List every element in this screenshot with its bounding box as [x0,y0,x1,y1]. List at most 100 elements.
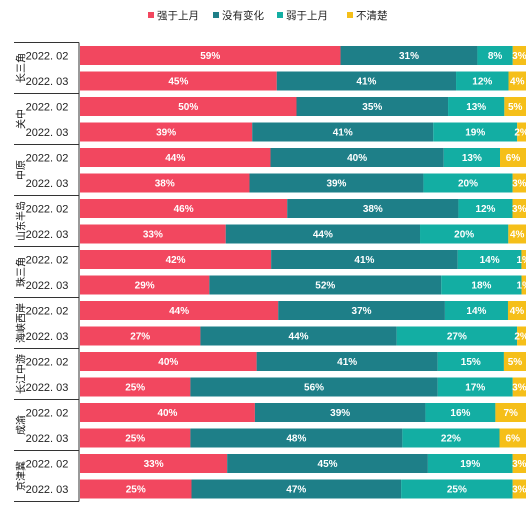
bar-segment [512,479,526,499]
bar-segment [191,479,402,499]
bar-segment [457,250,522,269]
bar-segment [340,46,478,65]
bar-segment [190,428,403,448]
tick-label: 2022. 03 [26,229,69,241]
bar-segment [521,275,526,295]
bar-segment [448,97,505,116]
bar-segment [420,224,509,244]
data-label: 2% [514,128,529,139]
data-label: 42% [166,255,186,266]
legend-swatch [347,12,353,18]
bar-segment [444,301,508,320]
data-label: 14% [466,306,486,317]
bar-segment [508,71,526,91]
legend-swatch [277,12,283,18]
group-label: 京津冀 [15,461,28,491]
tick-label: 2022. 03 [26,484,69,496]
bar-segment [433,122,518,142]
tick-label: 2022. 03 [26,178,69,190]
bar-segment [80,403,255,422]
bar-segment [80,326,201,346]
bar-segment [80,352,257,371]
tick-label: 2022. 02 [26,357,69,369]
bar-segment [427,454,513,473]
bar-segment [80,148,271,167]
bar-segment [278,301,445,320]
data-label: 50% [178,102,198,113]
bar-segment [190,377,438,397]
legend-label: 弱于上月 [286,10,328,22]
bar-segment [252,122,434,142]
legend-swatch [213,12,219,18]
group-label: 关中 [15,109,28,129]
data-label: 41% [333,128,353,139]
bar-segment [80,224,226,244]
data-label: 41% [356,77,376,88]
group-label: 山东半岛 [15,201,28,241]
data-label: 40% [157,408,177,419]
data-label: 6% [506,153,521,164]
bar-segment [423,173,513,193]
tick-label: 2022. 03 [26,280,69,292]
bar-segment [512,46,526,65]
bar-segment [254,403,426,422]
data-label: 44% [313,230,333,241]
legend-swatch [148,12,154,18]
legend-label: 强于上月 [157,10,199,22]
tick-label: 2022. 03 [26,127,69,139]
bar-segment [477,46,513,65]
tick-label: 2022. 02 [26,408,69,420]
tick-label: 2022. 02 [26,459,69,471]
tick-label: 2022. 03 [26,433,69,445]
tick-label: 2022. 02 [26,306,69,318]
data-label: 5% [508,357,523,368]
group-label: 成渝 [15,415,28,435]
bar-segment [512,454,526,473]
bar-segment [80,301,279,320]
data-label: 39% [326,179,346,190]
data-label: 4% [510,306,525,317]
tick-label: 2022. 02 [26,51,69,63]
bar-segment [80,122,253,142]
data-label: 8% [488,51,503,62]
data-label: 52% [315,281,335,292]
group-label: 长江中游 [15,354,28,394]
data-label: 20% [454,230,474,241]
bar-segment [425,403,496,422]
data-label: 3% [512,179,527,190]
data-label: 33% [144,459,164,470]
data-label: 39% [156,128,176,139]
data-label: 25% [126,485,146,496]
data-label: 33% [143,230,163,241]
bar-segment [517,326,526,346]
data-label: 13% [462,153,482,164]
bar-segment [517,122,526,142]
data-label: 5% [508,102,523,113]
data-label: 13% [466,102,486,113]
bar-segment [80,250,272,269]
bar-segment [441,275,522,295]
data-label: 3% [512,51,527,62]
data-label: 45% [318,459,338,470]
data-label: 18% [471,281,491,292]
data-label: 1% [517,281,529,292]
bars: 59% 31% 8% 3% 45% 41% 12% 4% 50% 35% 13% 5% 39% 41% 19… [80,46,529,499]
data-label: 14% [480,255,500,266]
bar-segment [80,275,210,295]
data-label: 12% [472,77,492,88]
bar-segment [512,199,526,218]
data-label: 46% [174,204,194,215]
bar-segment [80,428,191,448]
data-label: 4% [510,230,525,241]
data-label: 20% [458,179,478,190]
bar-segment [200,326,397,346]
data-label: 3% [512,459,527,470]
bar-segment [80,173,250,193]
bar-segment [437,377,513,397]
bar-segment [249,173,424,193]
data-label: 48% [286,434,306,445]
bar-segment [437,352,504,371]
bar-segment [456,71,509,91]
category-axis: 2022. 02 2022. 03 2022. 02 2022. 03 2022. 02… [14,42,80,502]
data-label: 22% [441,434,461,445]
